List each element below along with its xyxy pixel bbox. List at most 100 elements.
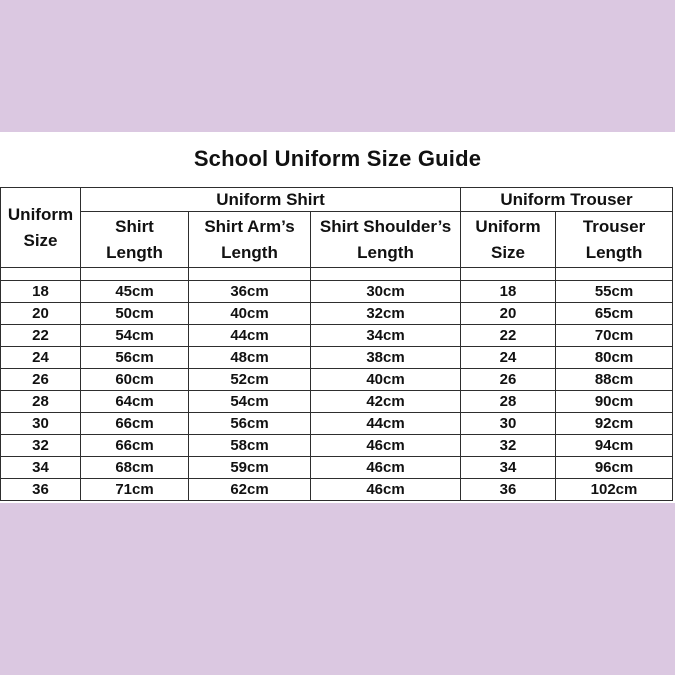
table-cell: 68cm <box>80 456 189 479</box>
table-cell: 18 <box>460 280 557 303</box>
size-table-body: 18 45cm 36cm 30cm 18 55cm 20 50cm 40cm 32cm 20 65cm… <box>0 267 674 501</box>
header-line: Length <box>357 242 414 262</box>
table-cell: 64cm <box>80 390 189 413</box>
col-header-trouser-length: Trouser Length <box>555 211 674 268</box>
table-cell: 46cm <box>309 456 462 479</box>
page-title: School Uniform Size Guide <box>193 146 482 171</box>
table-cell: 34 <box>460 456 557 479</box>
table-cell: 88cm <box>555 368 674 391</box>
table-cell: 54cm <box>188 390 311 413</box>
table-cell: 66cm <box>80 412 189 435</box>
header-line: Size <box>491 242 526 262</box>
table-cell: 70cm <box>555 324 674 347</box>
table-cell: 65cm <box>555 302 674 325</box>
col-header-shirt-shoulder-length: Shirt Shoulder’s Length <box>309 211 462 268</box>
header-line: Shirt Shoulder’s <box>319 216 452 236</box>
table-cell: 28 <box>0 390 81 413</box>
table-cell: 38cm <box>309 346 462 369</box>
content-area: School Uniform Size Guide Uniform Size U… <box>0 132 675 503</box>
table-cell: 54cm <box>80 324 189 347</box>
table-cell: 22 <box>460 324 557 347</box>
table-cell: 52cm <box>188 368 311 391</box>
table-cell: 40cm <box>309 368 462 391</box>
size-guide-table: Uniform Size Uniform Shirt Uniform Trous… <box>0 187 674 501</box>
spacer-cell <box>0 267 81 281</box>
table-cell: 18 <box>0 280 81 303</box>
header-line: Length <box>221 242 278 262</box>
table-cell: 36 <box>460 478 557 501</box>
header-line: Uniform <box>7 204 74 224</box>
table-cell: 44cm <box>188 324 311 347</box>
table-cell: 32cm <box>309 302 462 325</box>
group-header-uniform-trouser: Uniform Trouser <box>460 187 674 212</box>
table-cell: 26 <box>0 368 81 391</box>
table-cell: 40cm <box>188 302 311 325</box>
table-cell: 22 <box>0 324 81 347</box>
spacer-cell <box>188 267 311 281</box>
sub-header-row: Shirt Length Shirt Arm’s Length Shirt Sh… <box>1 211 674 268</box>
table-cell: 30 <box>460 412 557 435</box>
table-cell: 102cm <box>555 478 674 501</box>
table-cell: 50cm <box>80 302 189 325</box>
col-header-shirt-length: Shirt Length <box>80 211 189 268</box>
header-line: Length <box>106 242 163 262</box>
table-cell: 46cm <box>309 478 462 501</box>
header-line: Size <box>23 230 58 250</box>
table-cell: 62cm <box>188 478 311 501</box>
table-cell: 28 <box>460 390 557 413</box>
col-header-shirt-arm-length: Shirt Arm’s Length <box>188 211 311 268</box>
spacer-cell <box>460 267 557 281</box>
col-header-uniform-size: Uniform Size <box>0 187 81 268</box>
table-row: 22 54cm 44cm 34cm 22 70cm <box>0 324 674 347</box>
table-row: 24 56cm 48cm 38cm 24 80cm <box>0 346 674 369</box>
table-row: 28 64cm 54cm 42cm 28 90cm <box>0 390 674 413</box>
table-cell: 80cm <box>555 346 674 369</box>
table-cell: 58cm <box>188 434 311 457</box>
table-row: 34 68cm 59cm 46cm 34 96cm <box>0 456 674 479</box>
group-header-uniform-shirt: Uniform Shirt <box>79 187 462 212</box>
table-row: 30 66cm 56cm 44cm 30 92cm <box>0 412 674 435</box>
table-cell: 20 <box>0 302 81 325</box>
table-cell: 30 <box>0 412 81 435</box>
table-row: 32 66cm 58cm 46cm 32 94cm <box>0 434 674 457</box>
table-cell: 92cm <box>555 412 674 435</box>
group-header-row: Uniform Size Uniform Shirt Uniform Trous… <box>0 187 674 268</box>
table-cell: 26 <box>460 368 557 391</box>
table-cell: 44cm <box>309 412 462 435</box>
table-cell: 45cm <box>80 280 189 303</box>
table-cell: 32 <box>0 434 81 457</box>
table-cell: 36cm <box>188 280 311 303</box>
header-line: Trouser <box>582 216 646 236</box>
table-cell: 42cm <box>309 390 462 413</box>
spacer-cell <box>80 267 189 281</box>
top-band <box>0 0 675 132</box>
spacer-row <box>0 267 674 281</box>
spacer-cell <box>555 267 674 281</box>
table-cell: 66cm <box>80 434 189 457</box>
table-cell: 24 <box>0 346 81 369</box>
table-cell: 34 <box>0 456 81 479</box>
table-cell: 30cm <box>309 280 462 303</box>
col-header-trouser-uniform-size: Uniform Size <box>460 211 557 268</box>
table-cell: 34cm <box>309 324 462 347</box>
table-cell: 71cm <box>80 478 189 501</box>
table-row: 20 50cm 40cm 32cm 20 65cm <box>0 302 674 325</box>
table-cell: 36 <box>0 478 81 501</box>
table-cell: 96cm <box>555 456 674 479</box>
table-cell: 48cm <box>188 346 311 369</box>
header-line: Length <box>585 242 643 262</box>
table-cell: 56cm <box>80 346 189 369</box>
table-cell: 59cm <box>188 456 311 479</box>
table-row: 18 45cm 36cm 30cm 18 55cm <box>0 280 674 303</box>
table-cell: 24 <box>460 346 557 369</box>
table-cell: 60cm <box>80 368 189 391</box>
table-cell: 46cm <box>309 434 462 457</box>
table-row: 36 71cm 62cm 46cm 36 102cm <box>0 478 674 501</box>
header-line: Uniform <box>475 216 541 236</box>
header-line: Shirt Arm’s <box>204 216 295 236</box>
table-cell: 55cm <box>555 280 674 303</box>
table-cell: 90cm <box>555 390 674 413</box>
bottom-band <box>0 503 675 675</box>
table-cell: 20 <box>460 302 557 325</box>
